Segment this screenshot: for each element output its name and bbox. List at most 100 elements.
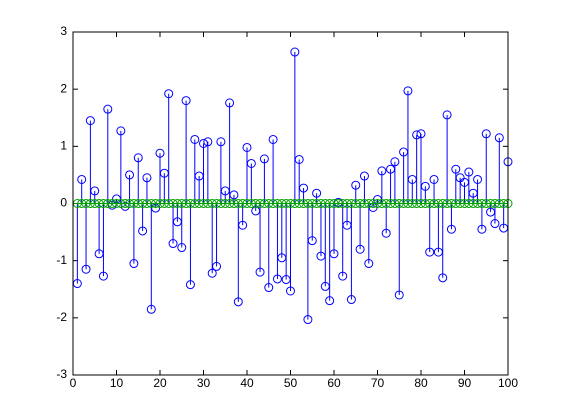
- y-tick-label: 1: [60, 139, 67, 153]
- stem-marker: [81, 264, 91, 274]
- stem-marker: [381, 199, 391, 208]
- stem-marker: [351, 199, 361, 208]
- stem-marker: [146, 304, 156, 314]
- stem-marker: [255, 199, 265, 208]
- stem-marker: [451, 164, 461, 174]
- stem-marker: [290, 47, 300, 57]
- x-tick-label: 10: [110, 376, 124, 390]
- stem-marker: [338, 271, 348, 281]
- stem-marker: [164, 89, 174, 99]
- stem-marker: [290, 199, 300, 208]
- stem-marker: [286, 199, 295, 208]
- stem-marker: [373, 199, 382, 208]
- stem-marker: [272, 199, 282, 208]
- stem-marker: [207, 268, 217, 278]
- stem-marker: [181, 199, 191, 208]
- x-tick-label: 60: [327, 376, 341, 390]
- stem-marker: [207, 199, 217, 208]
- stem-marker: [281, 199, 291, 208]
- stem-marker: [494, 133, 504, 143]
- stem-marker: [199, 199, 208, 208]
- stem-marker: [142, 199, 152, 208]
- stem-marker: [299, 183, 309, 193]
- stem-marker: [129, 199, 139, 208]
- stem-marker: [272, 274, 282, 284]
- stem-marker: [390, 157, 400, 167]
- stem-marker: [303, 315, 313, 325]
- stem-marker: [368, 199, 378, 208]
- stem-marker: [381, 228, 391, 238]
- stem-marker: [238, 199, 248, 208]
- stem-marker: [168, 199, 178, 208]
- stem-marker: [312, 199, 322, 208]
- stem-marker: [481, 199, 491, 208]
- stem-marker: [316, 199, 326, 208]
- stem-marker: [268, 134, 278, 144]
- stem-marker: [403, 86, 413, 96]
- y-tick-label: -3: [56, 367, 67, 381]
- stem-marker: [490, 199, 500, 208]
- stem-marker: [481, 129, 491, 139]
- stem-marker: [185, 280, 195, 290]
- stem-marker: [294, 154, 304, 164]
- stem-marker: [425, 199, 435, 208]
- stem-marker: [246, 158, 256, 168]
- stem-marker: [338, 199, 348, 208]
- stem-marker: [325, 296, 335, 306]
- stem-marker: [81, 199, 91, 208]
- stem-marker: [133, 153, 143, 163]
- stem-marker: [190, 134, 200, 144]
- stem-marker: [438, 273, 448, 283]
- stem-marker: [455, 199, 465, 208]
- stem-marker: [386, 199, 396, 208]
- stem-marker: [177, 199, 187, 208]
- stem-marker: [355, 244, 365, 254]
- stem-marker: [155, 199, 165, 208]
- stem-marker: [251, 199, 261, 208]
- stem-marker: [429, 199, 439, 208]
- stem-marker: [125, 199, 135, 208]
- stem-marker: [412, 199, 422, 208]
- stem-marker: [142, 173, 152, 183]
- stem-marker: [225, 98, 235, 108]
- stem-marker: [94, 199, 104, 208]
- stem-marker: [438, 199, 448, 208]
- stem-marker: [377, 166, 387, 176]
- stem-marker: [390, 199, 400, 208]
- stem-marker: [364, 259, 374, 269]
- stem-marker: [394, 290, 404, 300]
- stem-marker: [259, 199, 269, 208]
- stem-marker: [329, 249, 339, 259]
- stem-marker: [307, 199, 317, 208]
- stem-marker: [264, 199, 274, 208]
- x-tick-label: 100: [498, 376, 518, 390]
- stem-marker: [233, 199, 243, 208]
- stem-marker: [377, 199, 387, 208]
- stem-marker: [238, 220, 248, 230]
- y-tick-label: 3: [60, 24, 67, 38]
- x-tick-label: 40: [240, 376, 254, 390]
- stem-marker: [181, 96, 191, 106]
- stem-marker: [77, 174, 87, 184]
- stem-marker: [416, 129, 426, 139]
- stem-marker: [468, 199, 478, 208]
- stem-marker: [233, 297, 243, 307]
- stem-marker: [194, 199, 204, 208]
- stem-marker: [451, 199, 461, 208]
- stem-marker: [329, 199, 339, 208]
- stem-marker: [442, 199, 452, 208]
- stem-marker: [299, 199, 309, 208]
- stem-marker: [425, 247, 435, 257]
- stem-marker: [416, 199, 426, 208]
- stem-marker: [242, 199, 252, 208]
- stem-marker: [442, 110, 452, 120]
- stem-marker: [355, 199, 365, 208]
- x-tick-label: 20: [153, 376, 167, 390]
- stem-marker: [168, 239, 178, 249]
- stem-marker: [333, 199, 343, 208]
- stem-marker: [107, 199, 117, 208]
- stem-marker: [116, 126, 126, 136]
- stem-marker: [359, 199, 369, 208]
- stem-marker: [125, 170, 135, 180]
- stem-marker: [85, 116, 95, 126]
